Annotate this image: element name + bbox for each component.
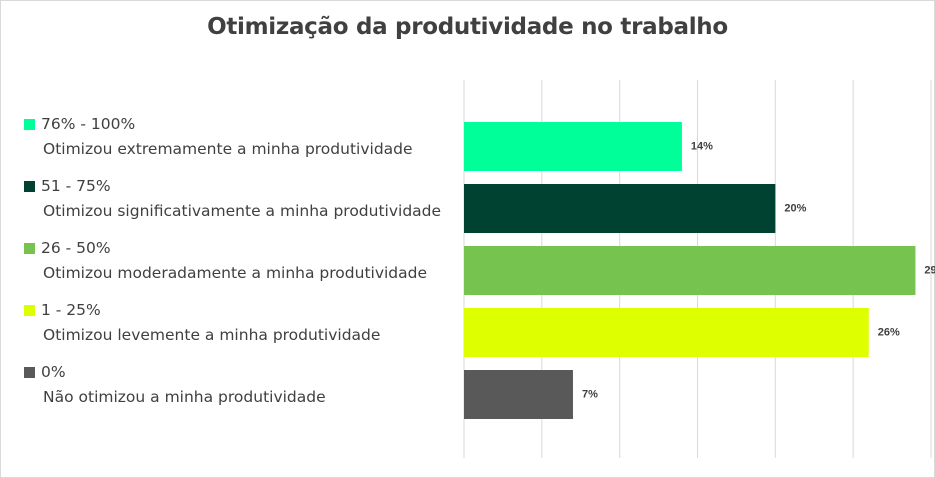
category-label: 26 - 50% Otimizou moderadamente a minha p…	[24, 236, 454, 286]
data-label: 26%	[878, 327, 900, 339]
category-range: 1 - 25%	[41, 301, 101, 319]
legend-swatch	[24, 243, 35, 254]
bar	[464, 246, 916, 295]
category-label: 51 - 75% Otimizou significativamente a mi…	[24, 174, 454, 224]
legend-swatch	[24, 181, 35, 192]
category-description: Otimizou moderadamente a minha produtivi…	[43, 264, 428, 282]
legend-swatch	[24, 119, 35, 130]
data-label: 14%	[691, 141, 713, 153]
chart-title: Otimização da produtividade no trabalho	[207, 14, 728, 40]
category-description: Otimizou levemente a minha produtividade	[43, 326, 381, 344]
category-range: 26 - 50%	[41, 239, 111, 257]
category-range: 0%	[41, 363, 66, 381]
category-description: Não otimizou a minha produtividade	[43, 388, 326, 406]
category-range-row: 0%	[24, 360, 454, 385]
bar	[464, 122, 682, 171]
category-description: Otimizou extremamente a minha produtivid…	[43, 140, 413, 158]
category-range: 76% - 100%	[41, 115, 136, 133]
category-label: 1 - 25% Otimizou levemente a minha produt…	[24, 298, 454, 348]
data-label: 7%	[582, 389, 598, 401]
data-label: 29%	[924, 265, 935, 277]
data-label: 20%	[784, 203, 806, 215]
legend-swatch	[24, 367, 35, 378]
category-description: Otimizou significativamente a minha prod…	[43, 202, 442, 220]
bar	[464, 184, 776, 233]
category-label: 0% Não otimizou a minha produtividade	[24, 360, 454, 410]
legend-swatch	[24, 305, 35, 316]
category-range-row: 1 - 25%	[24, 298, 454, 323]
category-label: 76% - 100% Otimizou extremamente a minha …	[24, 112, 454, 162]
bar	[464, 370, 573, 419]
category-range-row: 51 - 75%	[24, 174, 454, 199]
category-range-row: 76% - 100%	[24, 112, 454, 137]
category-range: 51 - 75%	[41, 177, 111, 195]
bar	[464, 308, 869, 357]
category-range-row: 26 - 50%	[24, 236, 454, 261]
